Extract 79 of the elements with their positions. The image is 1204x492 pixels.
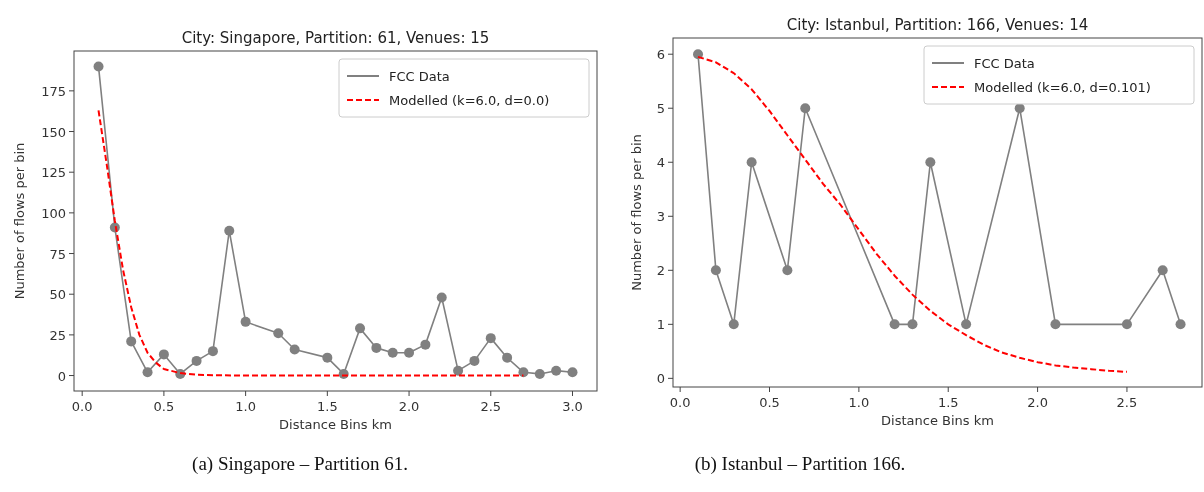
point: [485, 333, 496, 344]
point: [158, 349, 169, 360]
x-tick-label: 1.5: [316, 399, 338, 414]
y-tick-label: 3: [656, 209, 665, 225]
y-tick-label: 4: [656, 155, 665, 171]
point: [518, 367, 529, 378]
point: [800, 103, 811, 114]
point: [420, 339, 431, 350]
point: [567, 367, 578, 378]
point: [551, 365, 562, 376]
point: [355, 323, 366, 334]
legend-label: FCC Data: [389, 69, 450, 84]
y-tick-label: 150: [41, 124, 66, 140]
y-tick-label: 2: [656, 263, 665, 279]
y-tick-label: 1: [656, 317, 665, 333]
y-tick-label: 6: [656, 47, 665, 63]
y-tick-label: 25: [49, 327, 66, 343]
chart-title: City: Istanbul, Partition: 166, Venues: 14: [786, 16, 1089, 34]
x-tick-label: 1.0: [848, 395, 870, 410]
y-tick-label: 100: [41, 205, 66, 221]
point: [436, 292, 447, 303]
y-tick-label: 125: [41, 165, 66, 181]
point: [404, 347, 415, 358]
point: [273, 328, 284, 339]
point: [1050, 319, 1061, 330]
point: [746, 157, 757, 168]
legend-label: Modelled (k=6.0, d=0.0): [389, 93, 550, 108]
x-tick-label: 0.5: [153, 399, 175, 414]
point: [502, 352, 513, 363]
point: [126, 336, 137, 347]
y-tick-label: 75: [49, 246, 66, 262]
x-tick-label: 2.0: [1027, 395, 1048, 410]
point: [1157, 265, 1168, 276]
x-axis-title: Distance Bins km: [881, 413, 994, 428]
y-tick-label: 0: [656, 371, 665, 387]
x-tick-label: 0.5: [759, 395, 780, 410]
x-tick-label: 2.5: [480, 399, 502, 414]
x-tick-label: 1.0: [235, 399, 256, 414]
point: [224, 225, 235, 236]
point: [782, 265, 793, 276]
point: [1175, 319, 1186, 330]
x-tick-label: 2.5: [1116, 395, 1138, 410]
point: [322, 352, 333, 363]
x-tick-label: 1.5: [937, 395, 959, 410]
legend-label: FCC Data: [974, 56, 1035, 71]
point: [371, 342, 382, 353]
y-tick-label: 5: [656, 101, 665, 117]
point: [207, 346, 218, 357]
x-tick-label: 2.0: [398, 399, 420, 414]
y-tick-label: 175: [41, 83, 66, 99]
point: [534, 368, 545, 379]
text: (b) Istanbul – Partition 166.: [694, 453, 906, 475]
point: [728, 319, 739, 330]
y-axis-title: Number of flows per bin: [12, 142, 27, 300]
legend-label: Modelled (k=6.0, d=0.101): [974, 80, 1151, 95]
x-tick-label: 0.0: [71, 399, 93, 414]
point: [925, 157, 936, 168]
point: [907, 319, 918, 330]
point: [453, 365, 464, 376]
chart-title: City: Singapore, Partition: 61, Venues: 15: [181, 29, 490, 47]
y-axis-title: Number of flows per bin: [629, 134, 644, 291]
point: [693, 49, 704, 60]
point: [387, 347, 398, 358]
point: [142, 367, 153, 378]
point: [710, 265, 721, 276]
text: (a) Singapore – Partition 61.: [192, 453, 408, 475]
y-tick-label: 50: [49, 287, 66, 303]
point: [469, 355, 480, 366]
y-tick-label: 0: [57, 368, 66, 384]
point: [961, 319, 972, 330]
point: [191, 355, 202, 366]
x-tick-label: 3.0: [562, 399, 583, 414]
x-axis-title: Distance Bins km: [279, 417, 392, 432]
point: [93, 61, 104, 72]
point: [240, 316, 251, 327]
point: [1121, 319, 1132, 330]
point: [289, 344, 300, 355]
point: [889, 319, 900, 330]
x-tick-label: 0.0: [669, 395, 691, 410]
